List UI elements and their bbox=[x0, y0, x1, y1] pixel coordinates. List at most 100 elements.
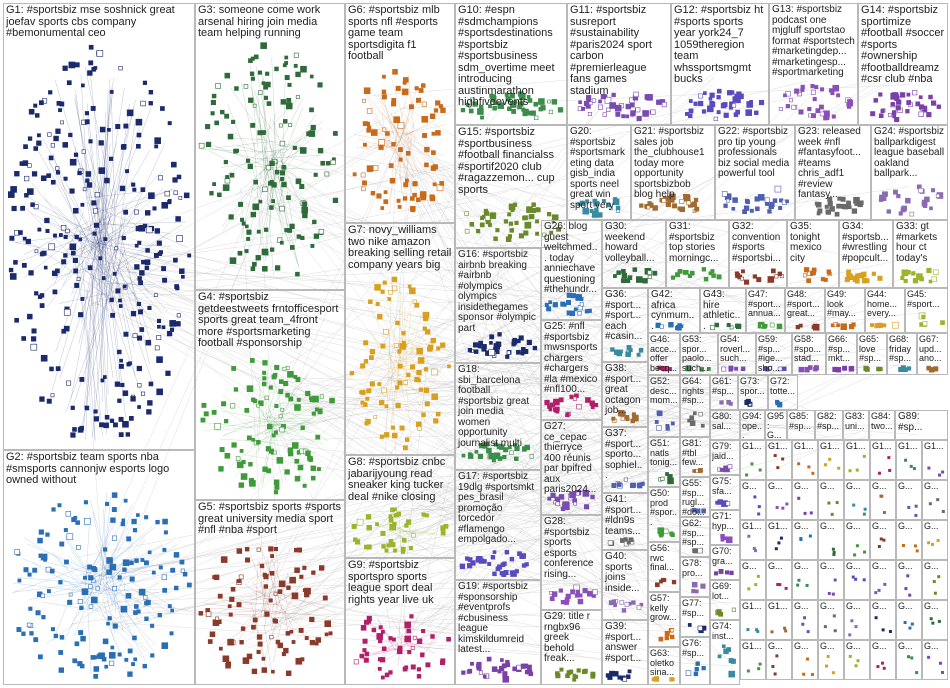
node bbox=[418, 88, 424, 93]
node bbox=[121, 518, 126, 523]
node bbox=[384, 548, 389, 553]
edge bbox=[82, 451, 729, 580]
edge bbox=[71, 255, 86, 295]
edge bbox=[402, 166, 490, 418]
node bbox=[285, 102, 293, 110]
node bbox=[29, 631, 34, 636]
node bbox=[403, 77, 409, 83]
node bbox=[551, 99, 558, 105]
node bbox=[381, 387, 387, 394]
group-label: G... bbox=[924, 561, 939, 571]
node bbox=[14, 317, 19, 323]
node bbox=[297, 464, 304, 471]
node bbox=[252, 103, 257, 108]
edge bbox=[225, 610, 270, 613]
node bbox=[90, 596, 98, 604]
group-label: G35: tonight mexico city bbox=[790, 221, 822, 264]
node bbox=[94, 222, 99, 228]
edge bbox=[263, 146, 274, 276]
node bbox=[209, 631, 216, 638]
edge bbox=[298, 388, 692, 663]
node bbox=[37, 227, 42, 232]
group-label: G62: #sp... #sp... bbox=[682, 518, 705, 547]
edge bbox=[73, 232, 124, 292]
group-panel: G1: #sportsbiz mse soshnick great joefav… bbox=[3, 3, 195, 450]
node bbox=[258, 199, 263, 204]
edge bbox=[74, 579, 97, 637]
edge bbox=[252, 625, 278, 627]
node bbox=[397, 380, 403, 386]
group-label: G1... bbox=[742, 521, 762, 531]
node bbox=[211, 93, 217, 99]
edge bbox=[422, 77, 714, 327]
node bbox=[791, 104, 797, 110]
group-panel: G1... bbox=[818, 440, 844, 480]
node bbox=[138, 588, 146, 596]
edge bbox=[252, 369, 277, 427]
group-panel: G68: friday #sp... bbox=[887, 333, 917, 375]
group-label: G6: #sportsbiz mlb sports nfl #esports g… bbox=[348, 4, 440, 62]
node bbox=[118, 416, 124, 422]
node bbox=[317, 147, 324, 154]
group-label: G56: rwc final... bbox=[650, 543, 675, 572]
node bbox=[374, 284, 381, 291]
node bbox=[58, 667, 65, 673]
node bbox=[284, 55, 289, 60]
edge bbox=[96, 221, 186, 226]
node bbox=[749, 99, 753, 104]
edge bbox=[375, 370, 570, 468]
node bbox=[578, 100, 582, 105]
edge bbox=[389, 169, 414, 370]
edge bbox=[373, 105, 691, 416]
node bbox=[91, 566, 97, 571]
node bbox=[291, 592, 299, 600]
node bbox=[366, 388, 372, 394]
edge bbox=[271, 352, 729, 430]
node bbox=[404, 621, 411, 629]
node bbox=[423, 367, 429, 372]
edge bbox=[293, 263, 927, 624]
edge bbox=[99, 523, 134, 584]
node bbox=[138, 309, 144, 315]
edge bbox=[98, 543, 178, 595]
node bbox=[44, 217, 50, 224]
edge bbox=[103, 237, 760, 432]
node bbox=[239, 640, 244, 645]
node bbox=[493, 101, 498, 106]
node bbox=[210, 111, 215, 116]
edge bbox=[100, 496, 112, 588]
edge bbox=[270, 392, 918, 435]
node bbox=[53, 233, 57, 238]
edge bbox=[214, 403, 254, 429]
node bbox=[598, 104, 603, 110]
edge bbox=[82, 218, 124, 426]
group-panel: G18: sbi_barcelona football #sportsbiz g… bbox=[455, 363, 541, 470]
node bbox=[211, 410, 217, 415]
node bbox=[76, 277, 81, 281]
node bbox=[48, 243, 56, 251]
edge bbox=[263, 77, 268, 167]
node bbox=[363, 359, 369, 364]
edge bbox=[375, 352, 836, 394]
group-label: G79: jaid... bbox=[712, 441, 734, 461]
group-panel: G10: #espn #sdmchampions #sportsdestinat… bbox=[455, 3, 567, 125]
edge bbox=[119, 224, 182, 264]
edge bbox=[270, 422, 312, 426]
node bbox=[84, 405, 90, 411]
node bbox=[246, 653, 253, 660]
edge bbox=[383, 134, 391, 158]
node bbox=[369, 349, 376, 355]
edge bbox=[236, 162, 272, 196]
node bbox=[59, 635, 65, 640]
edge bbox=[385, 601, 391, 632]
node bbox=[381, 544, 386, 549]
edge bbox=[388, 329, 407, 639]
edge bbox=[102, 581, 146, 662]
node bbox=[50, 143, 55, 148]
node bbox=[173, 190, 178, 195]
node bbox=[237, 250, 243, 256]
edge bbox=[369, 332, 412, 378]
node bbox=[847, 99, 853, 105]
node bbox=[489, 94, 495, 100]
node bbox=[263, 95, 269, 100]
